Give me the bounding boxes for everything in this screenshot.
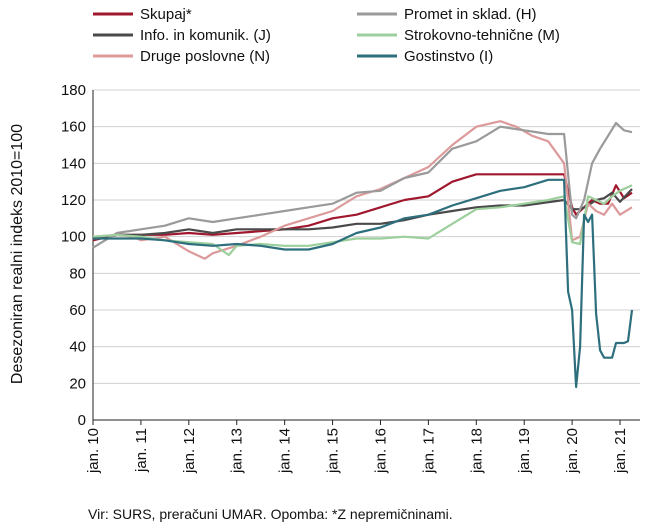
legend-label: Strokovno-tehnične (M) xyxy=(404,27,560,44)
y-tick-label: 0 xyxy=(78,412,86,429)
legend-label: Druge poslovne (N) xyxy=(140,48,270,65)
footnote: Vir: SURS, preračuni UMAR. Opomba: *Z ne… xyxy=(88,506,453,522)
legend-label: Gostinstvo (I) xyxy=(404,48,493,65)
series-lines xyxy=(92,120,634,389)
y-tick-label: 20 xyxy=(69,375,86,392)
legend-label: Info. in komunik. (J) xyxy=(140,27,271,44)
y-axis-label: Desezoniran realni indeks 2010=100 xyxy=(9,124,26,384)
series-line-4 xyxy=(92,184,633,257)
series-line-3 xyxy=(92,121,633,249)
x-tick-label: jan. 10 xyxy=(85,428,102,474)
x-tick-label: jan. 17 xyxy=(420,428,437,474)
series-line-5 xyxy=(93,178,634,389)
legend: Skupaj* Promet in sklad. (H) Info. in komu… xyxy=(93,6,560,65)
x-tick-label: jan. 20 xyxy=(564,428,581,474)
legend-label: Promet in sklad. (H) xyxy=(404,6,537,23)
x-tick-label: jan. 13 xyxy=(229,428,246,474)
x-tick-label: jan. 15 xyxy=(325,428,342,474)
x-tick-label: jan. 18 xyxy=(468,428,485,474)
grid-lines xyxy=(93,89,640,384)
y-tick-label: 120 xyxy=(61,192,86,209)
x-tick-label: jan. 14 xyxy=(277,428,294,474)
y-tick-labels: 0 20 40 60 80 100 120 140 160 180 xyxy=(61,82,86,429)
y-tick-label: 140 xyxy=(61,155,86,172)
x-tick-label: jan. 21 xyxy=(612,428,629,474)
y-tick-label: 160 xyxy=(61,119,86,136)
x-tick-label: jan. 11 xyxy=(133,428,150,473)
y-tick-label: 60 xyxy=(69,302,86,319)
y-tick-label: 180 xyxy=(61,82,86,99)
x-tick-label: jan. 12 xyxy=(181,428,198,474)
x-tick-label: jan. 16 xyxy=(372,428,389,474)
x-tick-labels: jan. 10 jan. 11 jan. 12 jan. 13 jan. 14 jan. … xyxy=(85,428,629,474)
series-line-0 xyxy=(92,173,633,242)
y-tick-label: 40 xyxy=(69,339,86,356)
axes xyxy=(92,90,640,425)
legend-label: Skupaj* xyxy=(140,6,192,23)
x-tick-label: jan. 19 xyxy=(516,428,533,474)
y-tick-label: 100 xyxy=(61,229,86,246)
y-tick-label: 80 xyxy=(69,265,86,282)
